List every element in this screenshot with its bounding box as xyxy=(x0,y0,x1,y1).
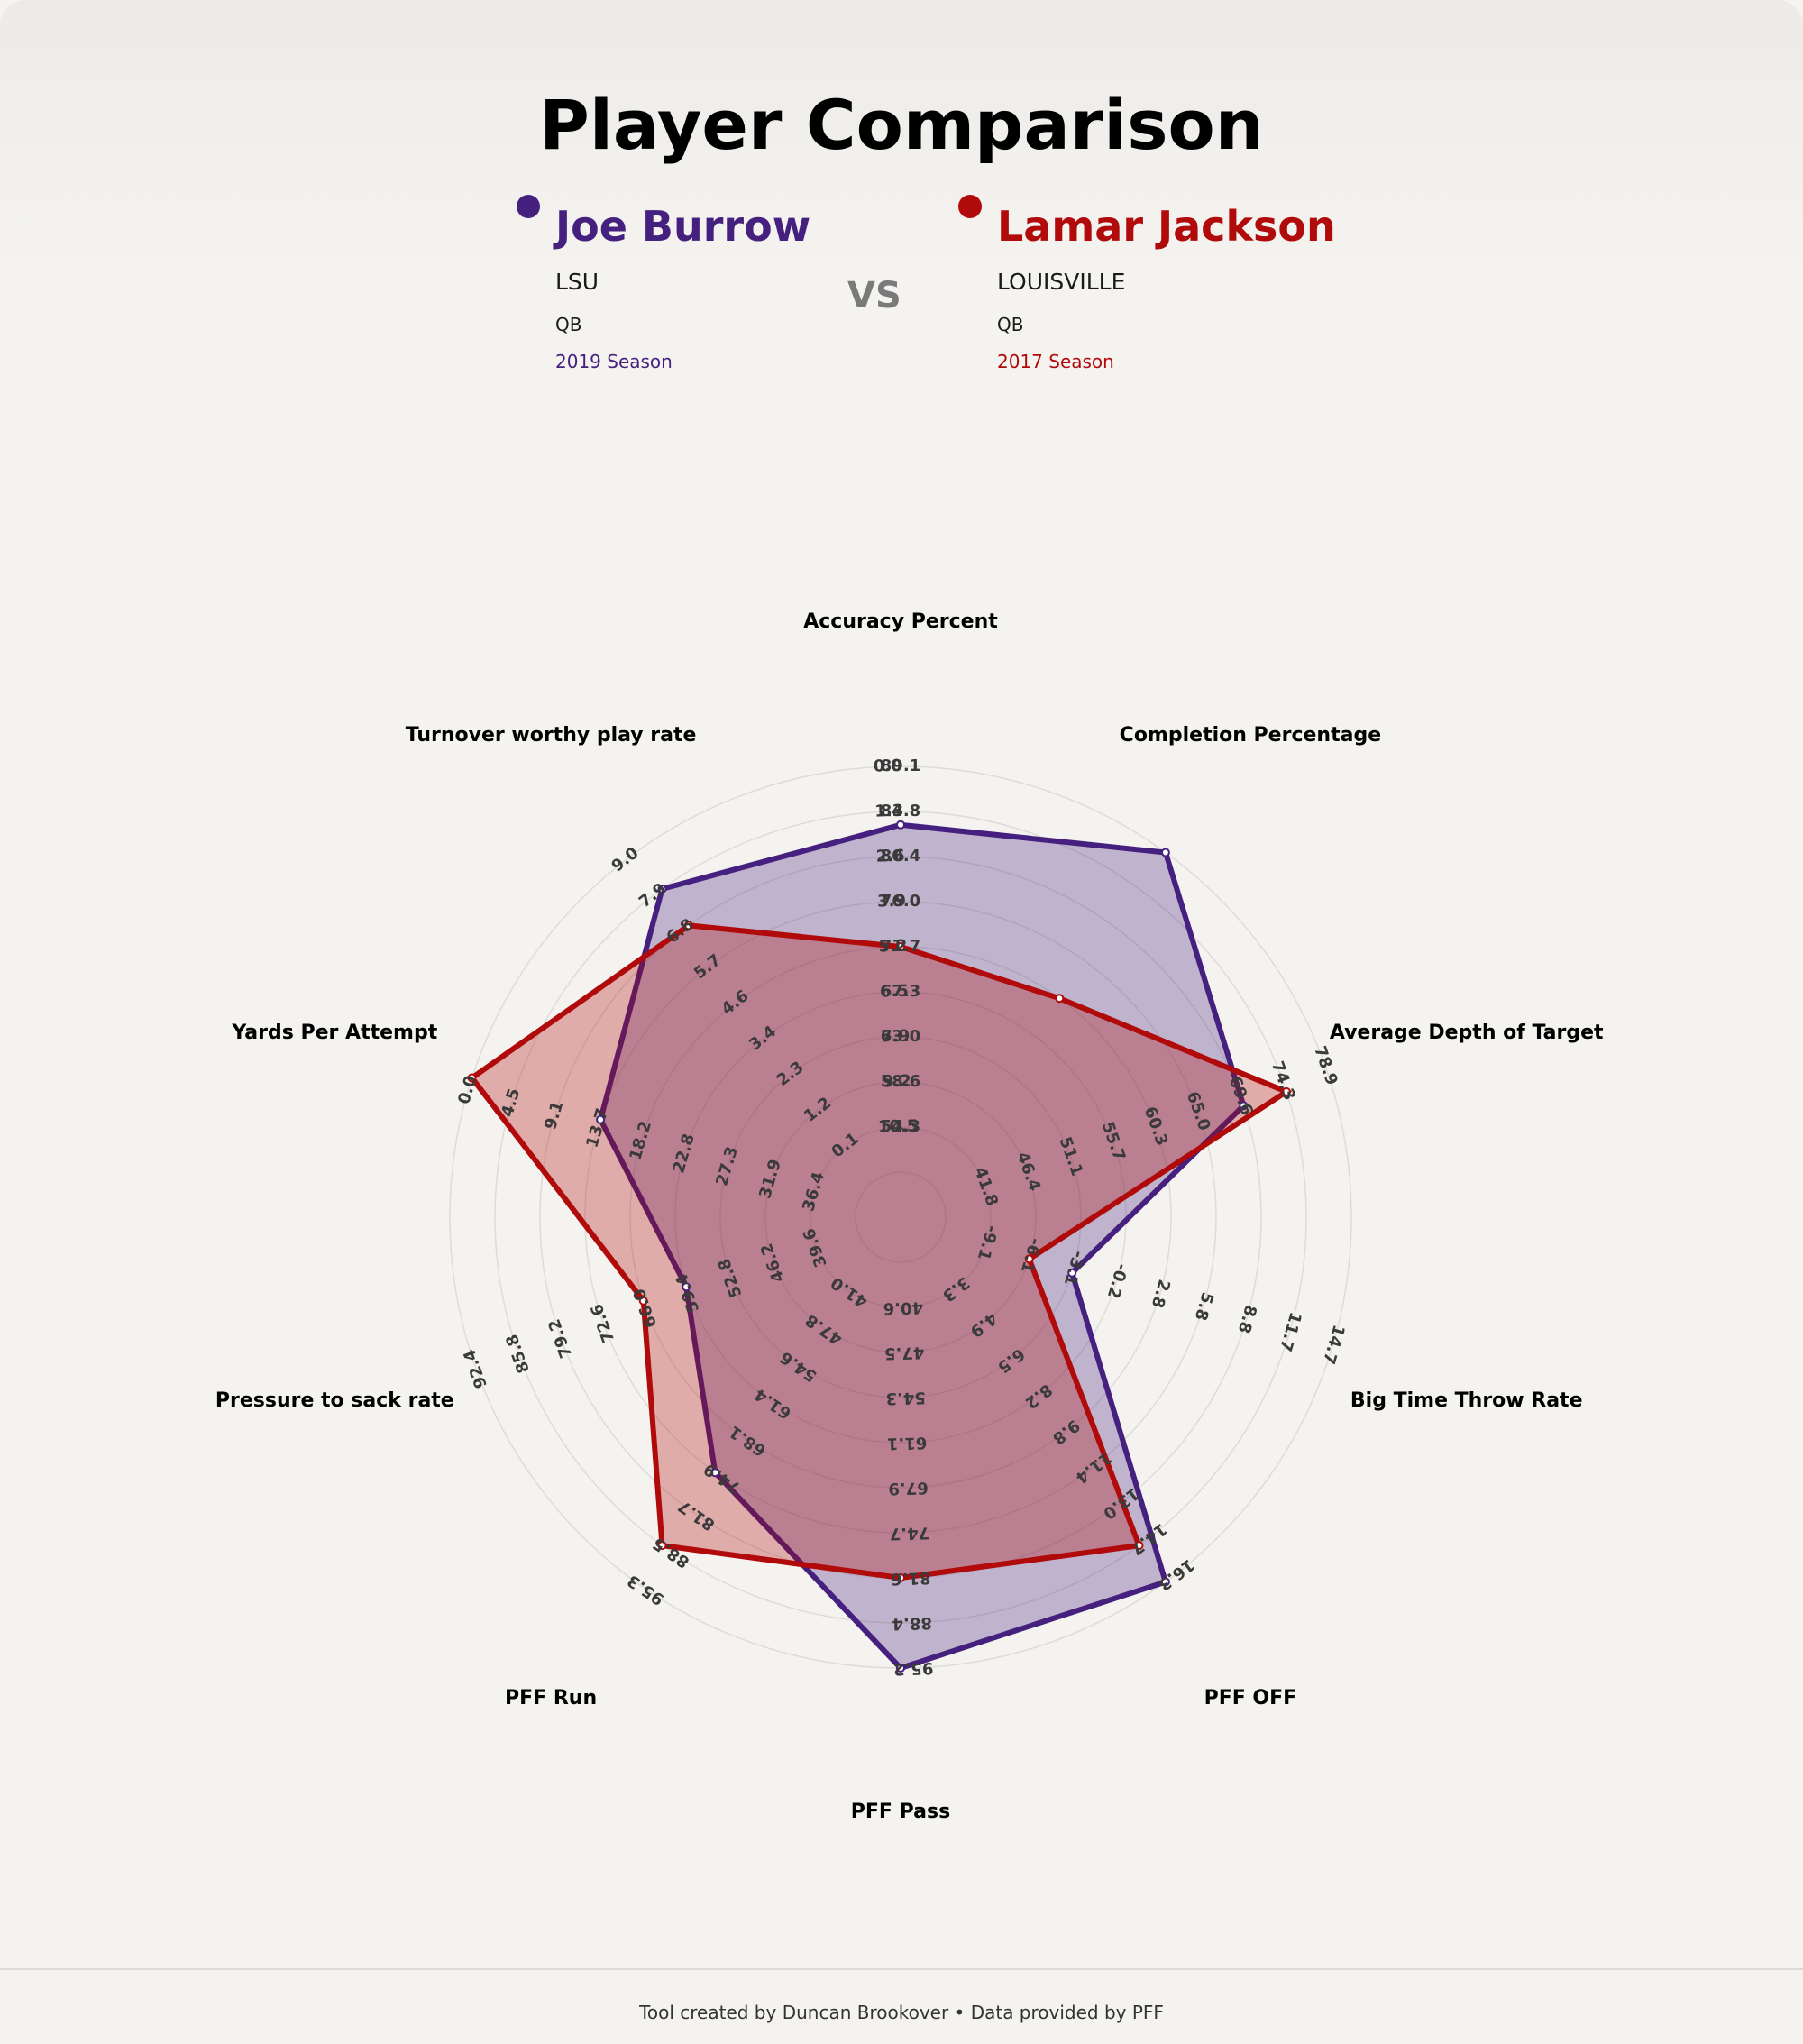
data-point xyxy=(1282,1086,1291,1096)
tick-label: 2.6 xyxy=(875,847,904,866)
tick-label: 95.3 xyxy=(624,1571,668,1609)
tick-label: 89.1 xyxy=(881,756,920,775)
tick-label: 0.0 xyxy=(874,756,902,776)
tick-label: 9.2 xyxy=(883,1072,911,1092)
tick-label: 71.7 xyxy=(881,937,920,956)
axis-label: Accuracy Percent xyxy=(803,610,998,633)
axis-label: PFF Run xyxy=(505,1687,597,1709)
data-point xyxy=(683,921,693,930)
data-point xyxy=(1134,1541,1144,1551)
data-point xyxy=(710,1468,720,1478)
axis-label: PFF OFF xyxy=(1204,1687,1297,1709)
axis-label: PFF Pass xyxy=(851,1801,950,1823)
tick-label: 8.8 xyxy=(1234,1303,1260,1336)
tick-label: 67.9 xyxy=(888,1478,929,1498)
grid-ring xyxy=(719,1036,1082,1398)
tick-label: 85.8 xyxy=(502,1332,534,1376)
tick-label: -0.2 xyxy=(1103,1261,1131,1301)
axis-label: Pressure to sack rate xyxy=(215,1389,454,1412)
tick-label: 61.1 xyxy=(887,1433,928,1453)
tick-label: 80.4 xyxy=(881,847,920,866)
data-point xyxy=(896,820,905,830)
axis-label: Completion Percentage xyxy=(1120,724,1381,747)
footer-credit: Tool created by Duncan Brookover • Data … xyxy=(639,2002,1164,2023)
grid-ring xyxy=(810,1126,992,1308)
tick-label: 2.8 xyxy=(1148,1277,1174,1310)
tick-label: 3.9 xyxy=(877,892,906,912)
tick-label: 0.0 xyxy=(454,1074,480,1107)
data-point xyxy=(682,1282,691,1292)
tick-label: 7.9 xyxy=(881,1027,910,1047)
data-point xyxy=(896,942,905,951)
tick-label: 88.4 xyxy=(892,1613,932,1633)
tick-label: 40.6 xyxy=(883,1297,923,1317)
tick-label: 72.6 xyxy=(587,1301,618,1345)
player-2-school: LOUISVILLE xyxy=(997,269,1126,295)
tick-label: 92.4 xyxy=(460,1347,491,1391)
tick-label: 81.6 xyxy=(891,1568,931,1588)
tick-label: 67.3 xyxy=(881,982,920,1001)
data-point xyxy=(638,1296,648,1306)
tick-label: 79.2 xyxy=(545,1316,576,1361)
data-point xyxy=(1160,848,1170,857)
player-1-season: 2019 Season xyxy=(555,351,673,372)
data-point xyxy=(596,1114,606,1124)
tick-label: 47.5 xyxy=(884,1343,925,1362)
data-point xyxy=(657,1541,667,1551)
player-2-position: QB xyxy=(997,314,1024,335)
tick-label: 76.0 xyxy=(881,892,920,911)
data-point xyxy=(657,884,667,894)
tick-label: 10.5 xyxy=(878,1116,919,1136)
tick-label: 1.3 xyxy=(874,802,903,821)
data-point xyxy=(896,1573,905,1582)
data-point xyxy=(896,1664,905,1673)
data-point xyxy=(1055,994,1065,1004)
axis-label: Yards Per Attempt xyxy=(231,1022,437,1044)
data-point xyxy=(1067,1268,1077,1278)
tick-label: 54.3 xyxy=(885,1388,926,1407)
grid-ring xyxy=(855,1171,947,1263)
tick-label: 5.2 xyxy=(878,937,907,957)
tick-label: 78.9 xyxy=(1310,1043,1341,1087)
tick-label: 6.5 xyxy=(880,982,909,1002)
tick-label: 74.7 xyxy=(889,1523,929,1543)
vs-label: VS xyxy=(847,275,902,316)
page-title: Player Comparison xyxy=(539,85,1264,165)
tick-label: 5.8 xyxy=(1191,1290,1217,1324)
tick-label: 54.3 xyxy=(881,1117,920,1136)
player-2-season: 2017 Season xyxy=(997,351,1114,372)
player-1-color-dot xyxy=(517,195,540,218)
grid-ring xyxy=(584,901,1217,1534)
tick-label: 9.0 xyxy=(608,844,642,876)
player-2-color-dot xyxy=(958,195,982,218)
data-point xyxy=(1024,1254,1034,1264)
tick-label: 95.2 xyxy=(893,1658,934,1678)
tick-label: 63.0 xyxy=(881,1027,920,1046)
player-1-name: Joe Burrow xyxy=(555,202,811,251)
tick-label: 84.8 xyxy=(881,802,920,820)
data-point xyxy=(1239,1101,1249,1111)
tick-label: 58.6 xyxy=(881,1072,920,1091)
player-1-position: QB xyxy=(555,314,582,335)
player-1-school: LSU xyxy=(555,269,599,295)
grid-ring xyxy=(494,811,1307,1624)
axis-label: Big Time Throw Rate xyxy=(1350,1389,1583,1412)
data-point xyxy=(467,1073,477,1083)
axis-label: Average Depth of Target xyxy=(1330,1022,1604,1044)
tick-label: 11.7 xyxy=(1276,1310,1305,1354)
tick-label: 14.7 xyxy=(1319,1323,1349,1367)
footer-divider xyxy=(0,1968,1803,1970)
data-point xyxy=(1160,1577,1170,1587)
axis-label: Turnover worthy play rate xyxy=(406,724,697,747)
grid-ring xyxy=(764,1081,1037,1353)
player-2-name: Lamar Jackson xyxy=(997,202,1336,251)
